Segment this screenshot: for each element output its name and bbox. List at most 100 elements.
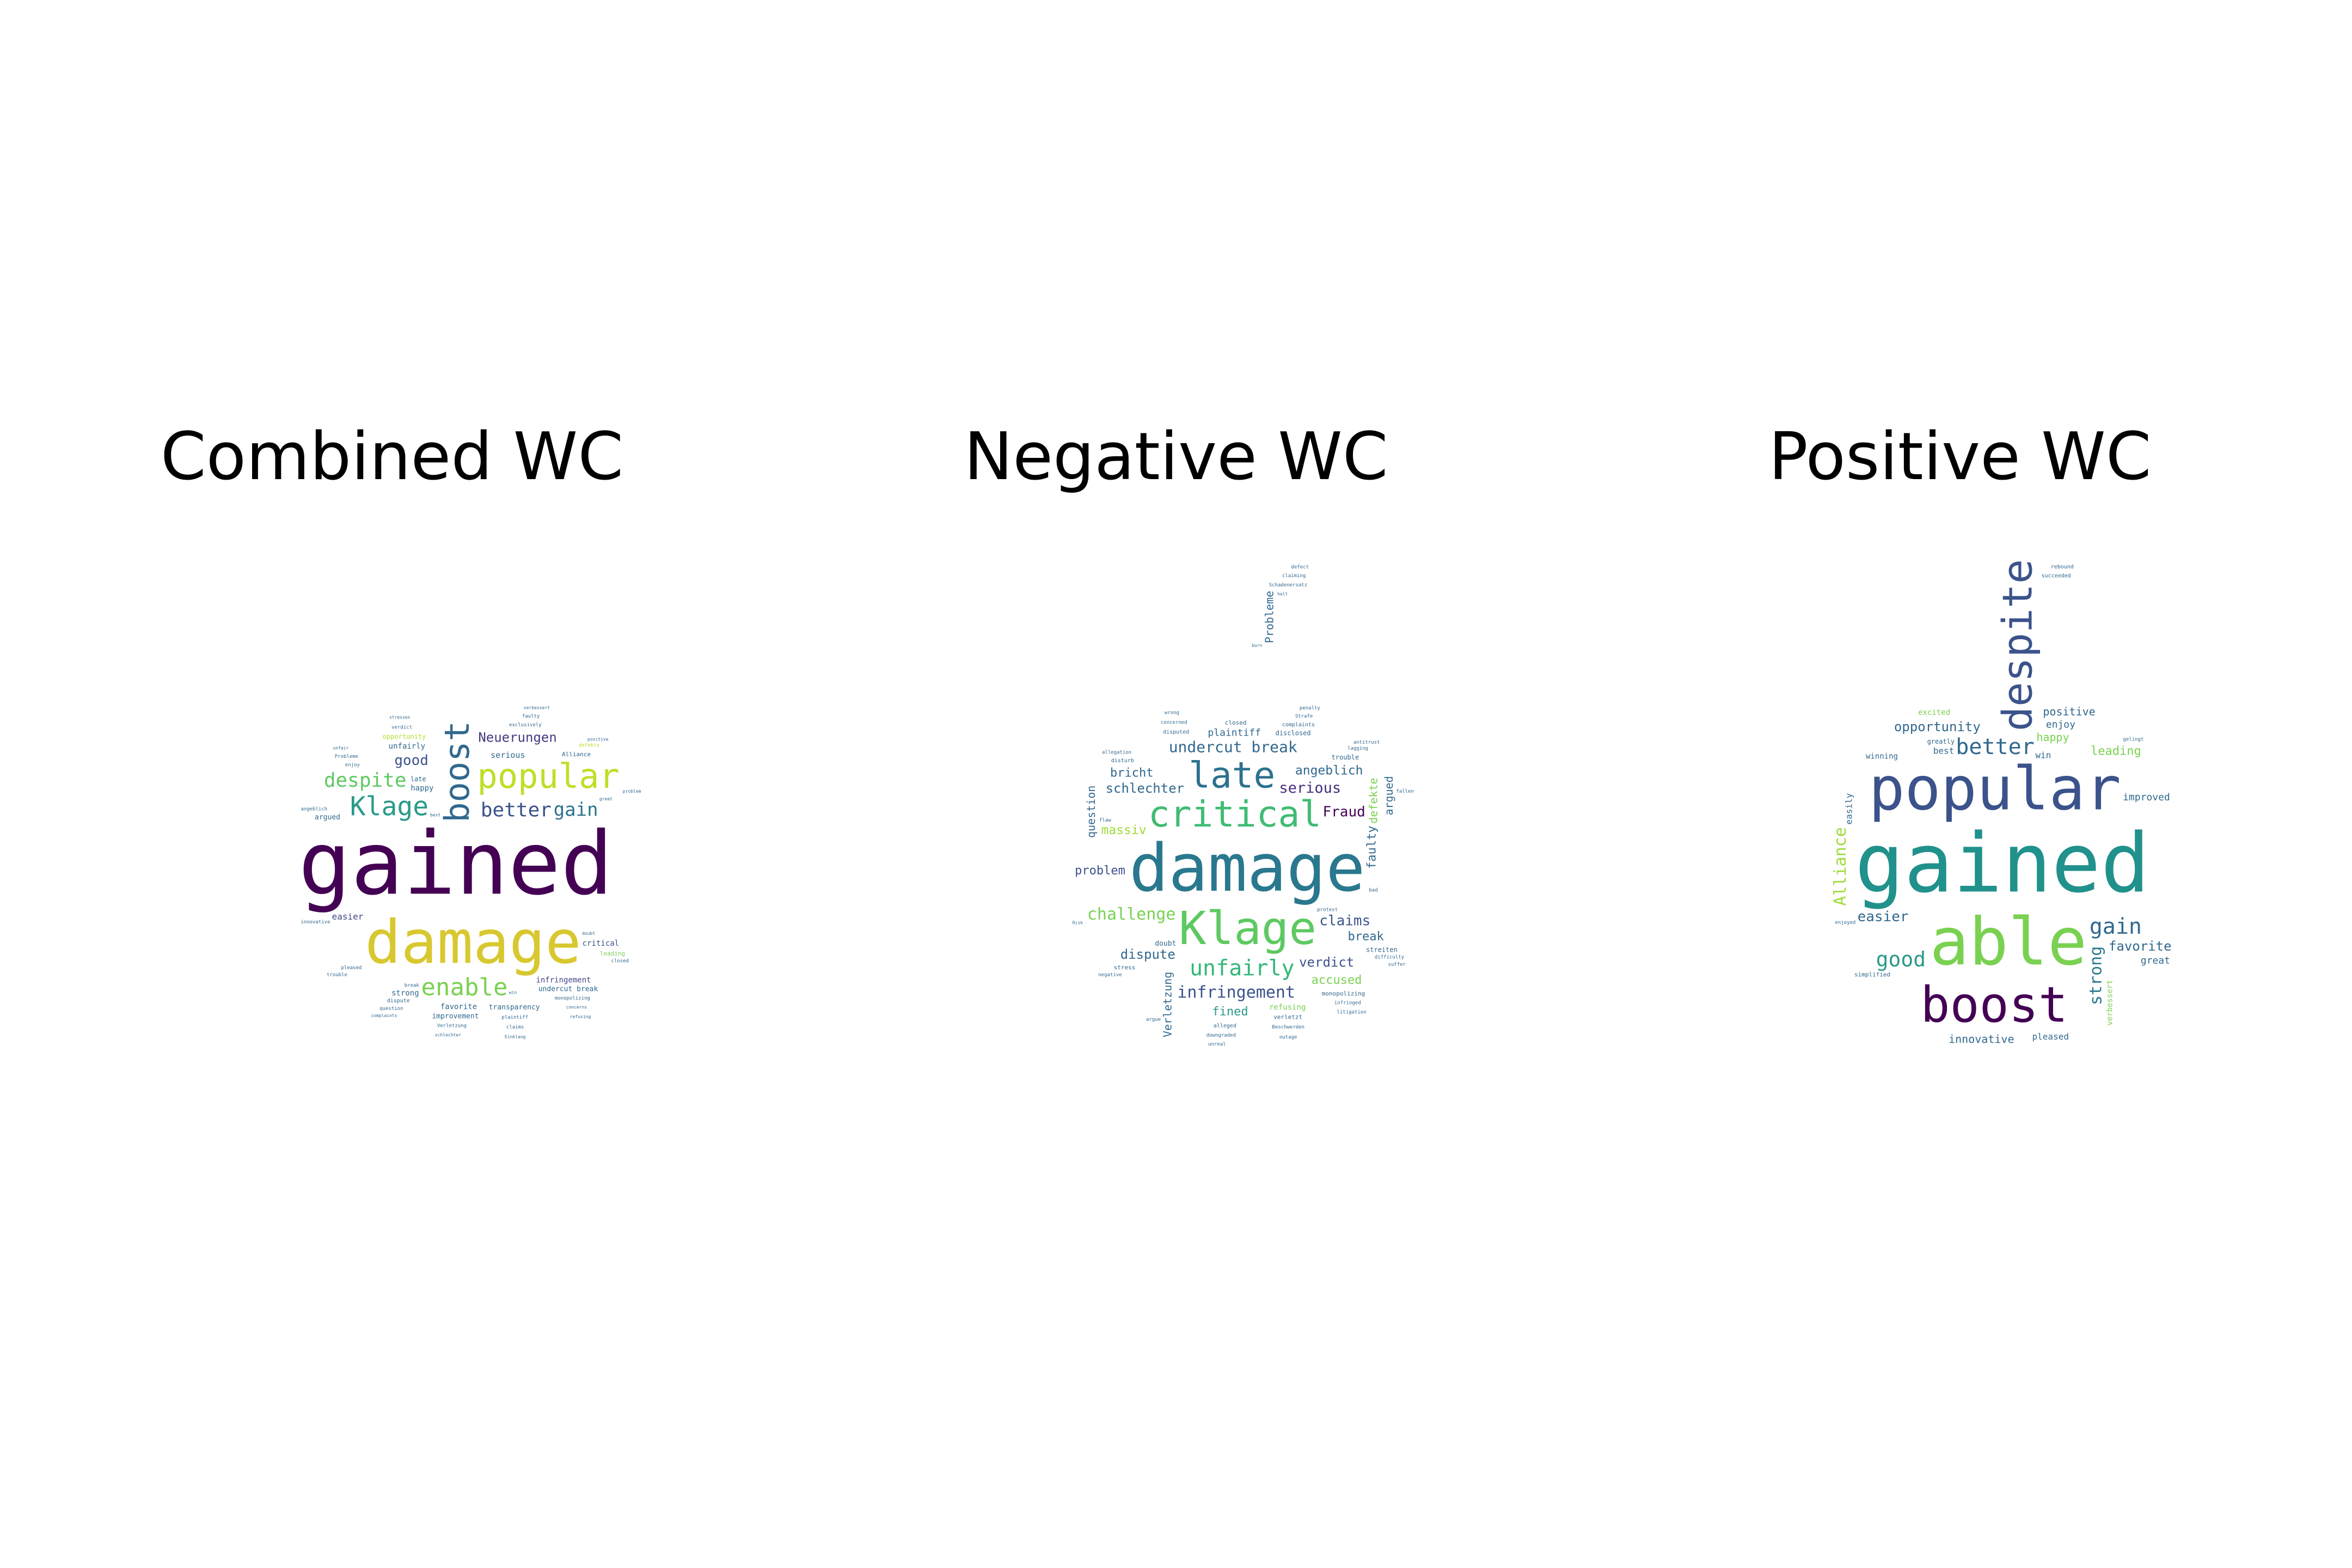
cloud-word: gained (1855, 816, 2150, 911)
cloud-word: opportunity (383, 733, 426, 740)
cloud-word: defect (1291, 565, 1309, 570)
cloud-word: burn (1252, 643, 1262, 648)
cloud-word: infringed (1334, 1001, 1361, 1006)
cloud-word: defekte (579, 743, 599, 748)
cloud-word: winning (1866, 752, 1898, 761)
cloud-word: infringement (536, 976, 591, 985)
cloud-word: challenge (1087, 905, 1176, 924)
cloud-word: undercut break (538, 985, 598, 994)
cloud-word: bricht (1110, 766, 1153, 780)
cloud-word: positive (587, 737, 609, 742)
cloud-word: Strafe (1295, 714, 1313, 719)
cloud-word: best (1933, 746, 1955, 756)
cloud-word: great (599, 797, 612, 801)
cloud-word: Verletzung (437, 1024, 467, 1029)
cloud-word: damage (365, 907, 581, 977)
cloud-word: Klage (1179, 902, 1316, 955)
cloud-word: transparency (489, 1003, 540, 1012)
cloud-word: leading (2091, 745, 2141, 758)
cloud-word: unfair (333, 745, 348, 750)
cloud-word: protest (1317, 907, 1338, 912)
cloud-word: claiming (1282, 573, 1306, 579)
cloud-word: enjoy (345, 762, 360, 768)
cloud-word: Alliance (562, 751, 591, 758)
cloud-word: gelingt (2123, 737, 2143, 743)
cloud-word: defekte (1367, 777, 1380, 823)
cloud-word: greatly (1927, 738, 1955, 745)
positive-panel: Positive WC gained able popular boost despit… (1568, 0, 2352, 1568)
cloud-word: gain (2090, 914, 2142, 939)
cloud-word: disturb (1111, 758, 1134, 764)
cloud-word: alleged (1214, 1023, 1236, 1029)
cloud-word: antitrust (1353, 740, 1380, 745)
cloud-word: pleased (341, 965, 362, 971)
cloud-word: critical (583, 939, 619, 948)
cloud-word: allegation (1102, 750, 1131, 755)
combined-panel: Combined WC gained damage boost popular Klag… (0, 0, 784, 1568)
cloud-word: great (2141, 955, 2170, 966)
cloud-word: good (1876, 947, 1926, 971)
cloud-word: problem (1075, 864, 1125, 878)
cloud-word: schlechter (435, 1032, 461, 1037)
cloud-word: massiv (1101, 823, 1147, 837)
cloud-word: faulty (1365, 826, 1379, 869)
cloud-word: rebound (2051, 564, 2074, 570)
cloud-word: positive (2043, 705, 2095, 718)
cloud-word: angeblich (301, 806, 327, 812)
cloud-word: claims (506, 1025, 524, 1030)
cloud-word: disclosed (1276, 730, 1311, 737)
cloud-word: angeblich (1295, 764, 1363, 778)
cloud-word: infringement (1177, 983, 1295, 1002)
cloud-word: fallen (1396, 789, 1414, 794)
cloud-word: claims (1319, 913, 1370, 929)
cloud-word: argued (315, 813, 340, 822)
cloud-word: late (1189, 755, 1275, 797)
cloud-word: stresses (389, 715, 411, 720)
combined-title: Combined WC (160, 419, 624, 495)
cloud-word: exclusively (509, 722, 542, 728)
cloud-word: schlechter (1106, 781, 1185, 796)
cloud-word: enjoyed (1835, 920, 1855, 926)
cloud-word: halt (1277, 591, 1288, 596)
cloud-word: refusing (1269, 1003, 1306, 1012)
cloud-word: verdict (391, 725, 412, 730)
cloud-word: innovative (301, 920, 330, 925)
cloud-word: argued (1382, 776, 1395, 815)
cloud-word: boost (437, 721, 477, 823)
cloud-word: easier (332, 911, 364, 922)
cloud-word: better (1956, 734, 2035, 759)
cloud-word: question (1085, 786, 1098, 838)
cloud-word: good (394, 752, 428, 769)
cloud-word: break (405, 983, 420, 988)
cloud-word: dispute (387, 998, 410, 1004)
cloud-word: stress (1114, 964, 1136, 971)
cloud-word: happy (411, 784, 433, 793)
cloud-word: trouble (327, 972, 347, 978)
cloud-word: succeeded (2042, 573, 2071, 579)
cloud-word: critical (1148, 793, 1321, 835)
cloud-word: trouble (1332, 754, 1359, 761)
cloud-word: pleased (2032, 1032, 2069, 1042)
cloud-word: faulty (522, 714, 540, 719)
cloud-word: monopolizing (555, 996, 590, 1001)
cloud-word: break (1347, 930, 1383, 944)
cloud-word: serious (491, 750, 525, 760)
cloud-word: wrong (1165, 710, 1179, 716)
cloud-word: concerns (566, 1005, 587, 1010)
cloud-word: easier (1858, 909, 1909, 925)
cloud-word: gained (298, 813, 613, 915)
cloud-word: happy (2036, 731, 2069, 744)
cloud-word: favorite (2109, 939, 2172, 954)
cloud-word: doubt (582, 931, 595, 936)
cloud-word: despite (324, 769, 407, 792)
cloud-word: gain (554, 799, 598, 820)
cloud-word: better (481, 799, 552, 821)
cloud-word: complaints (371, 1013, 397, 1018)
cloud-word: unreal (1208, 1042, 1226, 1048)
cloud-word: penalty (1300, 706, 1321, 711)
cloud-word: Schadenersatz (1269, 583, 1307, 588)
cloud-word: Einklang (505, 1034, 526, 1039)
positive-title: Positive WC (1768, 419, 2152, 495)
